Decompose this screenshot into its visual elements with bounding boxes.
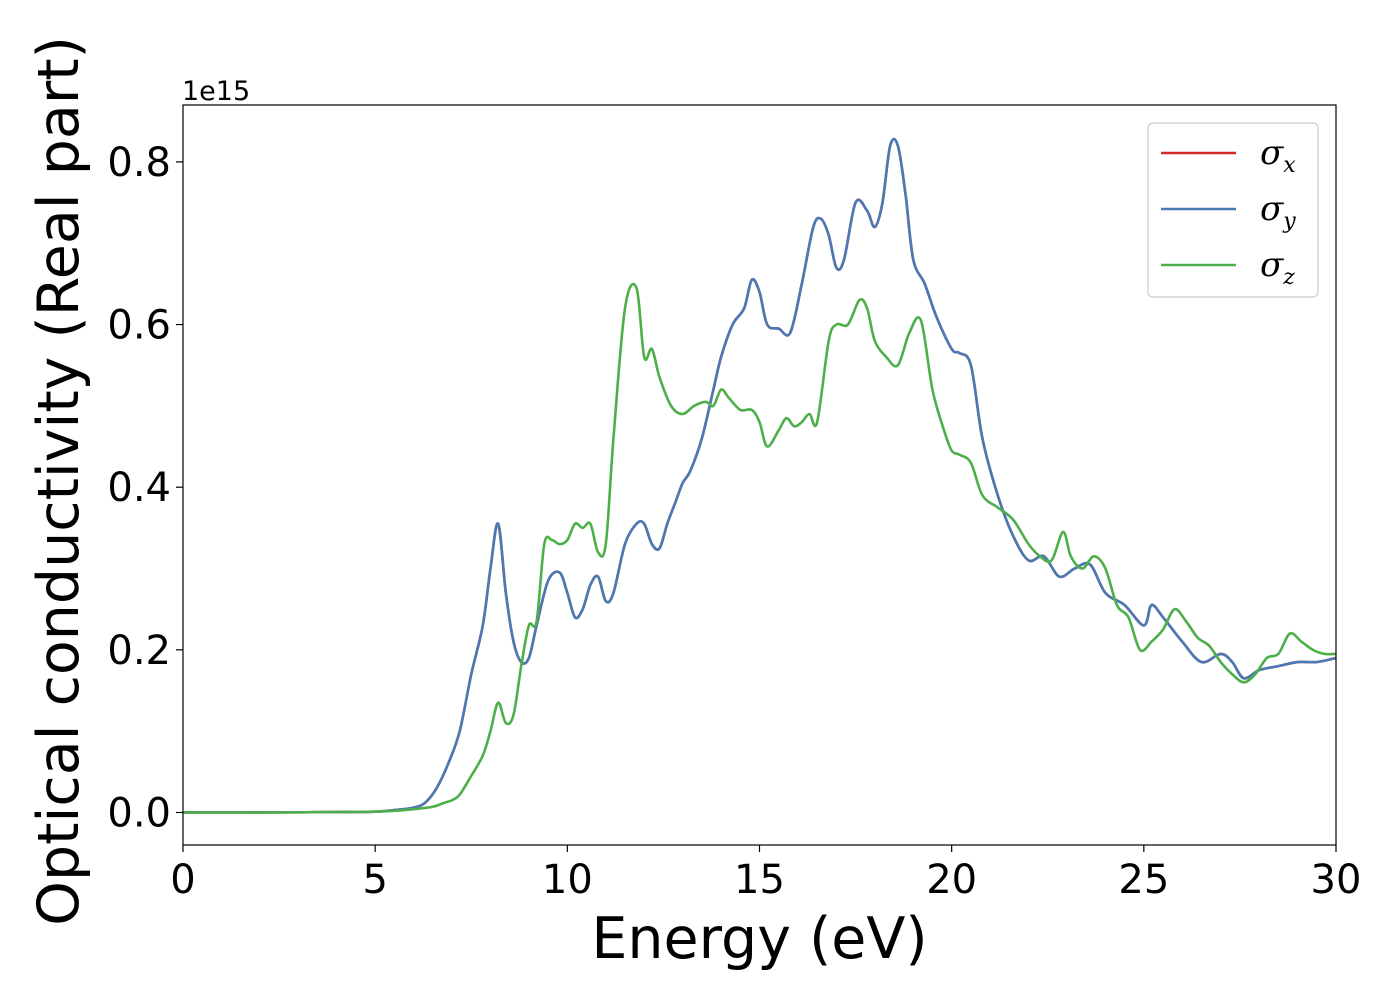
y-tick-label: 0.6 [107,303,171,349]
y-tick-label: 0.0 [107,790,171,836]
x-tick-label: 0 [170,857,195,903]
y-tick-label: 0.4 [107,465,171,511]
y-tick-label: 0.2 [107,628,171,674]
y-tick-label: 0.8 [107,140,171,186]
y-axis-offset-label: 1e15 [182,76,250,107]
x-tick-label: 20 [926,857,977,903]
y-axis-ticks: 0.0 0.2 0.4 0.6 0.8 [107,140,183,836]
series-layer [183,137,1336,814]
series-line-z [183,282,1336,814]
x-tick-label: 30 [1311,857,1362,903]
x-tick-label: 15 [734,857,785,903]
legend-label-x: σx [1260,133,1296,178]
x-tick-label: 5 [362,857,387,903]
x-axis-label: Energy (eV) [591,906,927,972]
series-line-y [183,137,1336,814]
y-axis-label: Optical conductivity (Real part) [26,36,92,926]
x-axis-ticks: 0 5 10 15 20 25 30 [170,845,1361,903]
x-tick-label: 10 [542,857,593,903]
x-tick-label: 25 [1118,857,1169,903]
